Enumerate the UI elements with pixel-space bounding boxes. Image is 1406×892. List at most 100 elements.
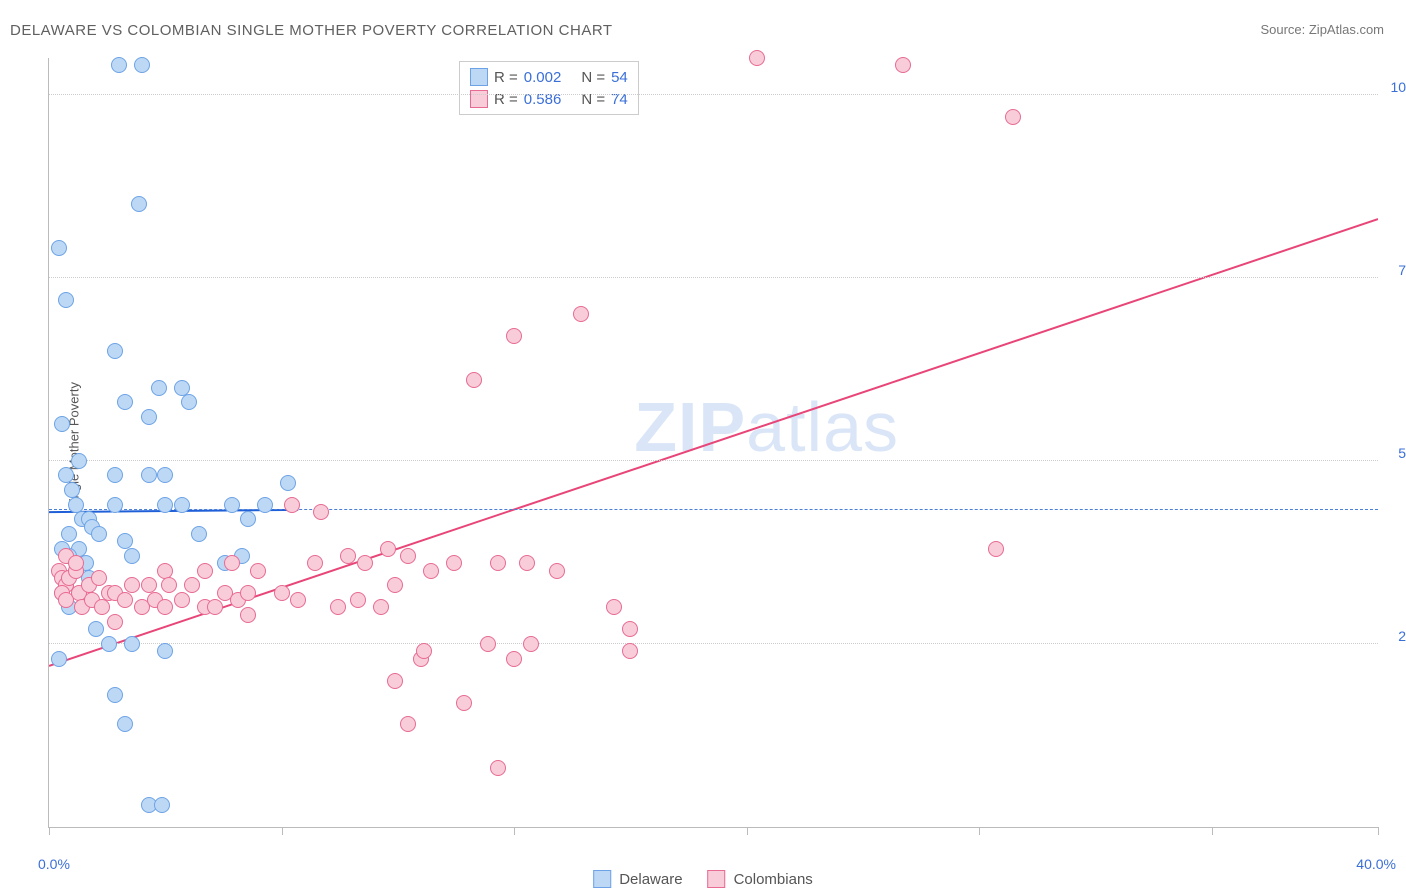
colombians-point[interactable] — [174, 592, 190, 608]
delaware-point[interactable] — [174, 497, 190, 513]
colombians-point[interactable] — [490, 760, 506, 776]
colombians-point[interactable] — [606, 599, 622, 615]
delaware-point[interactable] — [101, 636, 117, 652]
legend-item-delaware[interactable]: Delaware — [593, 870, 682, 888]
legend-row-colombians: R = 0.586 N = 74 — [470, 88, 628, 110]
delaware-point[interactable] — [107, 467, 123, 483]
x-tick-label-min: 0.0% — [38, 856, 70, 872]
colombians-point[interactable] — [313, 504, 329, 520]
colombians-point[interactable] — [456, 695, 472, 711]
delaware-point[interactable] — [134, 57, 150, 73]
delaware-point[interactable] — [58, 467, 74, 483]
delaware-point[interactable] — [181, 394, 197, 410]
colombians-point[interactable] — [107, 614, 123, 630]
delaware-point[interactable] — [280, 475, 296, 491]
colombians-point[interactable] — [466, 372, 482, 388]
delaware-point[interactable] — [107, 687, 123, 703]
colombians-point[interactable] — [161, 577, 177, 593]
colombians-point[interactable] — [387, 673, 403, 689]
colombians-point[interactable] — [523, 636, 539, 652]
colombians-point[interactable] — [117, 592, 133, 608]
delaware-point[interactable] — [157, 467, 173, 483]
colombians-point[interactable] — [519, 555, 535, 571]
colombians-point[interactable] — [240, 585, 256, 601]
colombians-point[interactable] — [480, 636, 496, 652]
colombians-point[interactable] — [506, 328, 522, 344]
delaware-point[interactable] — [157, 643, 173, 659]
colombians-point[interactable] — [446, 555, 462, 571]
colombians-point[interactable] — [91, 570, 107, 586]
colombians-point[interactable] — [207, 599, 223, 615]
delaware-point[interactable] — [157, 497, 173, 513]
colombians-point[interactable] — [124, 577, 140, 593]
delaware-point[interactable] — [68, 497, 84, 513]
delaware-r-value: 0.002 — [524, 69, 562, 86]
colombians-point[interactable] — [224, 555, 240, 571]
colombians-point[interactable] — [400, 548, 416, 564]
colombians-point[interactable] — [895, 57, 911, 73]
colombians-point[interactable] — [157, 599, 173, 615]
colombians-point[interactable] — [549, 563, 565, 579]
delaware-point[interactable] — [141, 409, 157, 425]
colombians-point[interactable] — [749, 50, 765, 66]
delaware-point[interactable] — [64, 482, 80, 498]
colombians-point[interactable] — [1005, 109, 1021, 125]
colombians-point[interactable] — [387, 577, 403, 593]
delaware-point[interactable] — [141, 467, 157, 483]
delaware-point[interactable] — [54, 416, 70, 432]
delaware-point[interactable] — [240, 511, 256, 527]
delaware-point[interactable] — [154, 797, 170, 813]
delaware-point[interactable] — [117, 533, 133, 549]
colombians-point[interactable] — [400, 716, 416, 732]
colombians-point[interactable] — [141, 577, 157, 593]
colombians-point[interactable] — [490, 555, 506, 571]
delaware-point[interactable] — [91, 526, 107, 542]
colombians-point[interactable] — [988, 541, 1004, 557]
delaware-point[interactable] — [124, 548, 140, 564]
delaware-point[interactable] — [191, 526, 207, 542]
colombians-point[interactable] — [184, 577, 200, 593]
colombians-point[interactable] — [340, 548, 356, 564]
delaware-point[interactable] — [51, 651, 67, 667]
delaware-point[interactable] — [107, 343, 123, 359]
colombians-point[interactable] — [416, 643, 432, 659]
colombians-point[interactable] — [157, 563, 173, 579]
colombians-point[interactable] — [284, 497, 300, 513]
colombians-point[interactable] — [622, 621, 638, 637]
delaware-point[interactable] — [71, 453, 87, 469]
delaware-point[interactable] — [88, 621, 104, 637]
delaware-point[interactable] — [117, 716, 133, 732]
colombians-point[interactable] — [68, 555, 84, 571]
delaware-point[interactable] — [131, 196, 147, 212]
colombians-point[interactable] — [357, 555, 373, 571]
delaware-point[interactable] — [58, 292, 74, 308]
colombians-point[interactable] — [330, 599, 346, 615]
delaware-point[interactable] — [61, 526, 77, 542]
delaware-point[interactable] — [107, 497, 123, 513]
regression-lines — [49, 58, 1378, 827]
colombians-point[interactable] — [380, 541, 396, 557]
colombians-point[interactable] — [94, 599, 110, 615]
colombians-point[interactable] — [350, 592, 366, 608]
legend-item-colombians[interactable]: Colombians — [708, 870, 813, 888]
delaware-point[interactable] — [117, 394, 133, 410]
colombians-point[interactable] — [250, 563, 266, 579]
delaware-point[interactable] — [111, 57, 127, 73]
colombians-point[interactable] — [274, 585, 290, 601]
colombians-point[interactable] — [573, 306, 589, 322]
colombians-point[interactable] — [373, 599, 389, 615]
colombians-point[interactable] — [290, 592, 306, 608]
colombians-legend-label: Colombians — [734, 871, 813, 888]
delaware-point[interactable] — [124, 636, 140, 652]
colombians-point[interactable] — [506, 651, 522, 667]
delaware-point[interactable] — [257, 497, 273, 513]
colombians-point[interactable] — [307, 555, 323, 571]
colombians-point[interactable] — [423, 563, 439, 579]
delaware-point[interactable] — [51, 240, 67, 256]
colombians-point[interactable] — [197, 563, 213, 579]
delaware-point[interactable] — [224, 497, 240, 513]
colombians-point[interactable] — [622, 643, 638, 659]
delaware-point[interactable] — [174, 380, 190, 396]
delaware-point[interactable] — [151, 380, 167, 396]
colombians-point[interactable] — [240, 607, 256, 623]
